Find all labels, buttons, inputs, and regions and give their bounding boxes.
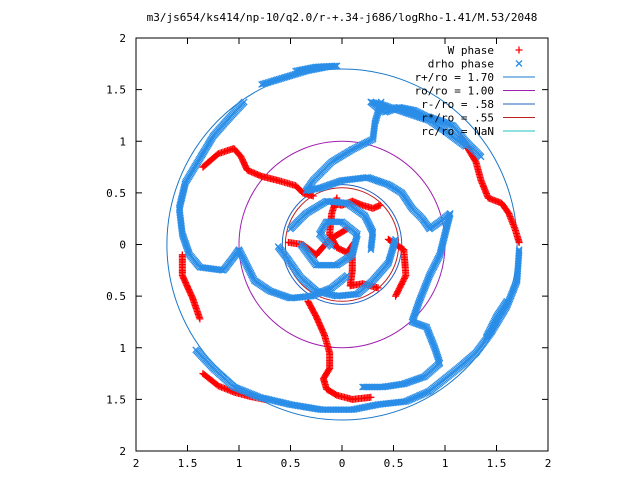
x-tick-label-0: 2: [133, 457, 140, 470]
legend-label-1: drho phase: [428, 58, 494, 71]
chart-marks: [166, 62, 523, 421]
series-1-arm-1: [175, 98, 248, 274]
x-tick-label-1: 1.5: [178, 457, 198, 470]
legend-label-0: W phase: [448, 44, 494, 57]
legend-symbol-0: [515, 46, 523, 54]
series-1-arm-12: [482, 297, 511, 341]
legend-label-5: r*/ro = .55: [421, 112, 494, 125]
series-1-arm-8: [235, 246, 351, 302]
legend-label-3: ro/ro = 1.00: [415, 85, 494, 98]
legend-label-2: r+/ro = 1.70: [415, 71, 494, 84]
series-0-arm-0: [199, 144, 317, 200]
series-1-arm-9: [274, 235, 400, 300]
series-1-arm-2: [258, 63, 331, 88]
x-tick-label-8: 2: [545, 457, 552, 470]
series-1-arm-11: [297, 218, 361, 269]
y-tick-label-8: 2: [119, 445, 126, 458]
y-tick-label-3: 0.5: [106, 187, 126, 200]
series-1-arm-7: [359, 210, 454, 391]
legend-label-6: rc/ro = NaN: [421, 125, 494, 138]
y-tick-label-1: 1.5: [106, 84, 126, 97]
chart-title: m3/js654/ks414/np-10/q2.0/r-+.34-j686/lo…: [147, 11, 538, 24]
series-0-arm-8: [178, 251, 204, 323]
x-tick-label-2: 1: [236, 457, 243, 470]
x-tick-label-7: 1.5: [487, 457, 507, 470]
legend-label-4: r-/ro = .58: [421, 98, 494, 111]
circle-series-0: [166, 68, 518, 421]
y-tick-label-6: 1: [119, 342, 126, 355]
y-tick-label-5: 0.5: [106, 290, 126, 303]
y-tick-label-0: 2: [119, 32, 126, 45]
legend-symbol-1: [515, 60, 523, 67]
series-0-arm-9: [384, 235, 410, 300]
series-0-arm-3: [304, 297, 375, 403]
axis-ticks: 2 1.5 1 0.5 0 0.5 1 1.5 221.510.500.511.52: [106, 32, 551, 470]
series-1-arm-6: [192, 246, 523, 414]
series-1: [175, 62, 523, 414]
y-tick-label-7: 1.5: [106, 393, 126, 406]
x-tick-label-5: 0.5: [384, 457, 404, 470]
series-1-arm-10: [287, 197, 377, 254]
x-tick-label-4: 0: [339, 457, 346, 470]
series-1-arm-5: [367, 98, 470, 150]
y-tick-label-2: 1: [119, 135, 126, 148]
y-tick-label-4: 0: [119, 239, 126, 252]
x-tick-label-3: 0.5: [281, 457, 301, 470]
x-tick-label-6: 1: [442, 457, 449, 470]
